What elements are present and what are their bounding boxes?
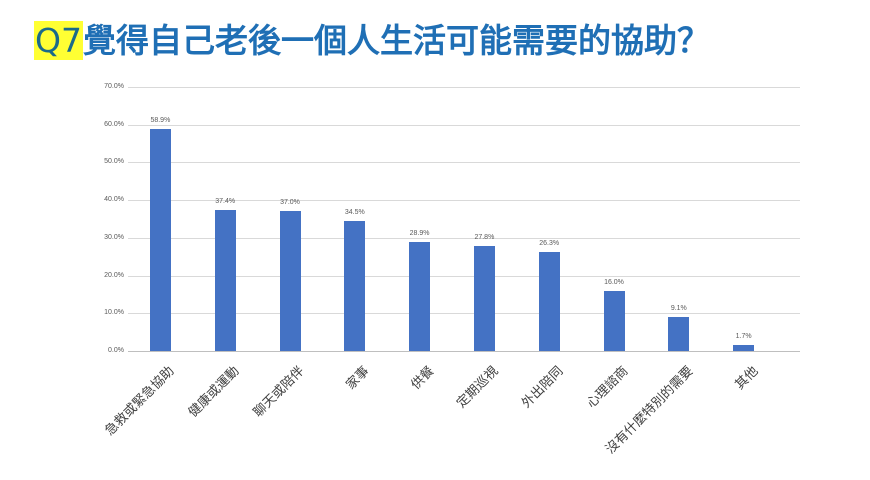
y-axis-tick-label: 10.0% [104,309,124,316]
gridline [128,125,800,126]
y-axis-tick-label: 40.0% [104,196,124,203]
y-axis-tick-label: 30.0% [104,234,124,241]
bar [668,316,690,351]
data-label: 1.7% [735,332,752,340]
bar [214,209,236,351]
data-label: 37.0% [280,199,300,207]
data-label: 16.0% [604,278,624,286]
data-label: 9.1% [670,304,687,312]
data-label: 28.9% [409,230,430,237]
y-axis-tick-label: 20.0% [104,272,124,279]
bar [344,220,366,351]
bar [149,128,171,351]
data-label: 27.8% [474,234,495,242]
data-label: 34.5% [344,208,365,216]
bar [603,290,625,351]
bar [473,246,495,351]
x-axis-category-label: 外出陪同 [519,363,567,412]
gridline [128,200,800,201]
bar [409,242,431,351]
gridline [128,351,800,352]
bar [733,344,755,351]
x-axis-category-label: 健康或運動 [186,363,243,421]
x-axis-category-label: 家事 [343,363,373,393]
page-title: Q7覺得自己老後一個人生活可能需要的協助？ [34,18,794,63]
x-axis-category-label: 急救或緊急協助 [102,363,178,439]
bar [538,251,560,351]
data-label: 37.4% [215,197,236,205]
data-label: 58.9% [150,116,171,124]
gridline [128,276,800,277]
data-label: 26.3% [539,239,560,247]
x-axis-category-label: 定期巡視 [454,363,502,412]
gridline [128,238,800,239]
y-axis-tick-label: 0.0% [108,347,124,354]
gridline [128,162,800,163]
gridline [128,313,800,314]
question-number: Q7 [34,21,83,60]
x-axis-category-label: 聊天或陪伴 [250,363,308,421]
question-text: 覺得自己老後一個人生活可能需要的協助？ [82,21,710,60]
bar [279,211,301,351]
y-axis-tick-label: 50.0% [104,158,124,165]
y-axis-tick-label: 70.0% [104,83,124,90]
gridline [128,87,800,88]
x-axis-category-label: 心理諮商 [584,363,632,412]
x-axis-category-label: 供餐 [408,363,438,393]
x-axis-category-label: 其他 [732,363,762,393]
y-axis-tick-label: 60.0% [104,121,124,128]
